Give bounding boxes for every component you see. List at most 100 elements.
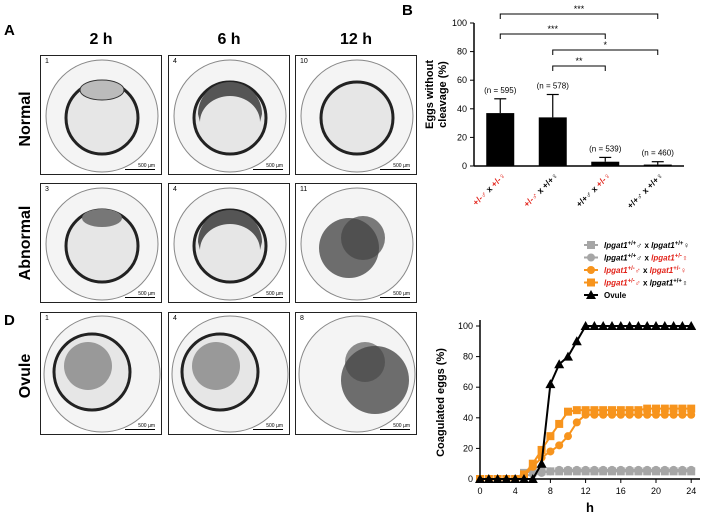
data-point bbox=[590, 465, 599, 474]
x-tick-label: 0 bbox=[477, 486, 482, 496]
scale-bar bbox=[125, 429, 155, 430]
data-point bbox=[687, 404, 696, 413]
data-point bbox=[643, 404, 652, 413]
data-point bbox=[651, 321, 661, 330]
micrograph-normal-2h: 1 500 µm bbox=[40, 55, 162, 175]
category-label: +/-♂ x +/-♀ bbox=[471, 170, 508, 207]
data-point bbox=[589, 321, 600, 330]
data-point bbox=[537, 468, 546, 477]
data-point bbox=[564, 465, 572, 474]
data-point bbox=[546, 432, 555, 441]
coagulated-mass bbox=[341, 216, 385, 260]
data-point bbox=[580, 321, 591, 330]
y-tick-label: 60 bbox=[463, 382, 473, 392]
micrograph-number: 8 bbox=[300, 315, 304, 322]
x-axis-label: h bbox=[586, 500, 594, 515]
micrograph-number: 4 bbox=[173, 58, 177, 65]
data-point bbox=[643, 410, 652, 419]
y-tick-label: 20 bbox=[457, 132, 467, 142]
scale-bar bbox=[253, 429, 283, 430]
data-point bbox=[555, 441, 564, 450]
bar bbox=[643, 164, 672, 166]
data-point bbox=[510, 474, 521, 483]
x-tick-label: 20 bbox=[651, 486, 661, 496]
egg-image bbox=[300, 187, 414, 301]
series-line bbox=[480, 325, 692, 480]
data-point bbox=[492, 474, 503, 483]
egg-image bbox=[173, 59, 287, 173]
data-point bbox=[527, 474, 538, 483]
significance-bracket bbox=[552, 65, 606, 71]
data-point bbox=[519, 474, 529, 483]
scale-bar-label: 500 µm bbox=[266, 163, 283, 169]
y-tick-label: 100 bbox=[458, 321, 473, 331]
data-point bbox=[564, 407, 572, 416]
scale-bar bbox=[380, 297, 410, 298]
cytoplasm bbox=[192, 342, 240, 390]
micrograph-number: 3 bbox=[45, 186, 49, 193]
micrograph-normal-12h: 10 500 µm bbox=[295, 55, 417, 175]
y-tick-label: 20 bbox=[463, 443, 473, 453]
data-point bbox=[572, 406, 581, 415]
data-point bbox=[586, 290, 596, 299]
scale-bar bbox=[125, 297, 155, 298]
micrograph-normal-6h: 4 500 µm bbox=[168, 55, 290, 175]
data-point bbox=[564, 432, 572, 441]
data-point bbox=[687, 410, 696, 419]
n-label: (n = 539) bbox=[589, 144, 622, 153]
micrograph-number: 4 bbox=[173, 186, 177, 193]
data-point bbox=[686, 321, 697, 330]
data-point bbox=[652, 410, 660, 419]
data-point bbox=[625, 465, 634, 474]
data-point bbox=[677, 321, 688, 330]
data-point bbox=[555, 419, 564, 428]
data-point bbox=[598, 321, 609, 330]
data-point bbox=[555, 465, 564, 474]
egg-image bbox=[43, 315, 161, 433]
data-point bbox=[660, 410, 669, 419]
scale-bar bbox=[125, 169, 155, 170]
scale-bar-label: 500 µm bbox=[138, 423, 155, 429]
data-point bbox=[642, 321, 653, 330]
scale-bar-label: 500 µm bbox=[393, 423, 410, 429]
data-point bbox=[571, 336, 582, 346]
micrograph-number: 10 bbox=[300, 58, 308, 65]
column-heading-2h: 2 h bbox=[89, 31, 113, 48]
scale-bar bbox=[380, 169, 410, 170]
y-tick-label: 100 bbox=[452, 18, 467, 28]
data-point bbox=[587, 253, 595, 262]
series-triangle bbox=[475, 321, 697, 483]
x-tick-label: 24 bbox=[686, 486, 696, 496]
data-point bbox=[678, 410, 687, 419]
data-point bbox=[536, 458, 547, 468]
panel-label-b: B bbox=[402, 2, 413, 19]
data-point bbox=[501, 474, 512, 483]
scale-bar bbox=[253, 297, 283, 298]
data-point bbox=[587, 241, 595, 249]
data-point bbox=[652, 404, 660, 413]
category-label: +/-♂ x +/+♀ bbox=[522, 170, 561, 209]
y-tick-label: 0 bbox=[468, 474, 473, 484]
micrograph-ovule-6h: 4 500 µm bbox=[168, 312, 290, 435]
row-heading-normal: Normal bbox=[17, 91, 34, 147]
yolk bbox=[319, 80, 395, 156]
data-point bbox=[615, 321, 626, 330]
data-point bbox=[652, 465, 660, 474]
category-label: +/+♂ x +/+♀ bbox=[625, 170, 665, 210]
micrograph-abnormal-6h: 4 500 µm bbox=[168, 183, 290, 303]
legend-entry: lpgat1+/-♂ x lpgat1+/-♀ bbox=[604, 266, 686, 275]
y-tick-label: 40 bbox=[457, 104, 467, 114]
category-label: +/+♂ x +/-♀ bbox=[574, 170, 613, 209]
data-point bbox=[634, 465, 643, 474]
scale-bar-label: 500 µm bbox=[138, 291, 155, 297]
data-point bbox=[475, 474, 485, 483]
data-point bbox=[678, 465, 687, 474]
data-point bbox=[624, 321, 635, 330]
scale-bar-label: 500 µm bbox=[266, 291, 283, 297]
micrograph-number: 11 bbox=[300, 186, 308, 193]
data-point bbox=[634, 406, 643, 415]
data-point bbox=[546, 447, 555, 456]
egg-image bbox=[173, 187, 287, 301]
significance-bracket bbox=[552, 49, 659, 55]
legend-entry: lpgat1+/-♂ x lpgat1+/+♀ bbox=[604, 279, 688, 288]
